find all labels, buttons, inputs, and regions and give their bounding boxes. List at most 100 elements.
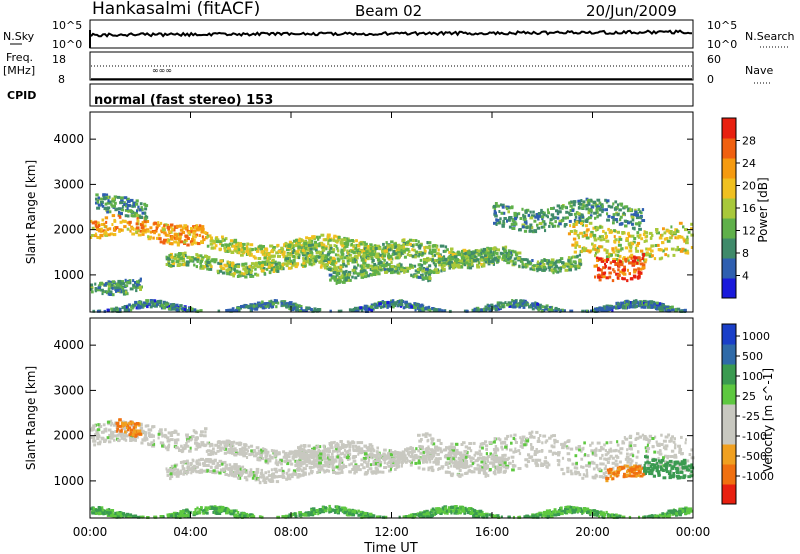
- echo-cell: [690, 233, 694, 237]
- echo-cell: [356, 263, 360, 267]
- echo-cell: [336, 447, 340, 451]
- echo-cell: [275, 268, 278, 272]
- echo-cell: [111, 223, 114, 226]
- echo-cell: [581, 234, 585, 238]
- echo-cell: [433, 259, 437, 263]
- echo-cell: [509, 206, 514, 210]
- echo-cell: [334, 444, 337, 447]
- echo-cell: [425, 267, 429, 271]
- echo-cell: [605, 309, 609, 313]
- echo-cell: [331, 262, 335, 266]
- echo-cell: [364, 309, 368, 313]
- echo-cell: [402, 306, 406, 310]
- echo-cell: [548, 306, 552, 310]
- echo-cell: [269, 271, 272, 275]
- echo-cell: [428, 248, 431, 252]
- echo-cell: [98, 224, 101, 228]
- echo-cell: [616, 213, 620, 217]
- echo-cell: [637, 274, 641, 278]
- echo-cell: [375, 305, 379, 309]
- echo-cell: [663, 237, 667, 241]
- echo-cell: [337, 444, 340, 448]
- echo-cell: [618, 254, 622, 258]
- echo-cell: [243, 443, 246, 447]
- echo-cell: [328, 238, 332, 242]
- echo-cell: [589, 233, 593, 237]
- echo-cell: [217, 444, 221, 448]
- echo-cell: [249, 243, 254, 247]
- echo-cell: [193, 263, 196, 267]
- echo-cell: [514, 261, 517, 265]
- echo-cell: [440, 269, 443, 273]
- echo-cell: [97, 423, 100, 427]
- echo-cell: [250, 252, 253, 256]
- echo-cell: [341, 468, 344, 472]
- echo-cell: [455, 261, 458, 265]
- echo-cell: [314, 308, 317, 312]
- echo-cell: [500, 203, 503, 207]
- echo-cell: [111, 199, 116, 203]
- echo-cell: [452, 252, 456, 256]
- echo-cell: [146, 424, 150, 428]
- echo-cell: [666, 239, 671, 243]
- echo-cell: [650, 236, 653, 240]
- echo-cell: [148, 428, 153, 432]
- echo-cell: [180, 444, 183, 448]
- echo-cell: [139, 223, 144, 227]
- echo-cell: [442, 267, 446, 271]
- echo-cell: [210, 259, 214, 263]
- echo-cell: [362, 269, 367, 273]
- echo-cell: [626, 256, 630, 260]
- echo-cell: [383, 252, 387, 256]
- echo-cell: [590, 210, 593, 214]
- echo-cell: [369, 253, 373, 257]
- echo-cell: [268, 303, 272, 307]
- echo-cell: [230, 261, 235, 265]
- echo-cell: [683, 308, 687, 312]
- echo-cell: [293, 244, 298, 248]
- echo-cell: [531, 265, 535, 269]
- echo-cell: [363, 304, 368, 308]
- echo-cell: [378, 304, 381, 308]
- echo-cell: [300, 248, 303, 252]
- echo-cell: [233, 246, 238, 250]
- echo-cell: [424, 245, 429, 249]
- echo-cell: [432, 244, 437, 248]
- echo-cell: [118, 210, 121, 214]
- echo-cell: [231, 451, 234, 455]
- echo-cell: [515, 256, 519, 260]
- echo-cell: [524, 303, 528, 307]
- echo-cell: [142, 303, 147, 307]
- echo-cell: [387, 252, 390, 256]
- echo-cell: [359, 270, 364, 274]
- echo-cell: [645, 302, 650, 306]
- echo-cell: [250, 262, 255, 266]
- echo-cell: [638, 224, 641, 227]
- echo-cell: [355, 239, 358, 243]
- echo-cell: [366, 274, 370, 278]
- echo-cell: [582, 204, 587, 208]
- echo-cell: [287, 266, 292, 270]
- echo-cell: [106, 228, 109, 232]
- echo-cell: [117, 213, 121, 217]
- echo-cell: [673, 231, 677, 235]
- echo-cell: [595, 209, 598, 212]
- echo-cell: [333, 264, 337, 268]
- echo-cell: [386, 305, 389, 309]
- echo-cell: [512, 305, 517, 309]
- echo-cell: [142, 224, 147, 228]
- echo-cell: [519, 302, 522, 306]
- echo-cell: [579, 231, 583, 235]
- echo-cell: [610, 253, 613, 257]
- echo-cell: [576, 212, 581, 216]
- echo-cell: [94, 232, 97, 236]
- echo-cell: [112, 423, 116, 427]
- echo-cell: [286, 476, 289, 480]
- echo-cell: [543, 258, 547, 262]
- echo-cell: [399, 303, 404, 306]
- echo-cell: [342, 270, 347, 274]
- echo-cell: [340, 446, 345, 449]
- echo-cell: [655, 301, 659, 305]
- echo-cell: [198, 470, 202, 474]
- echo-cell: [428, 264, 432, 268]
